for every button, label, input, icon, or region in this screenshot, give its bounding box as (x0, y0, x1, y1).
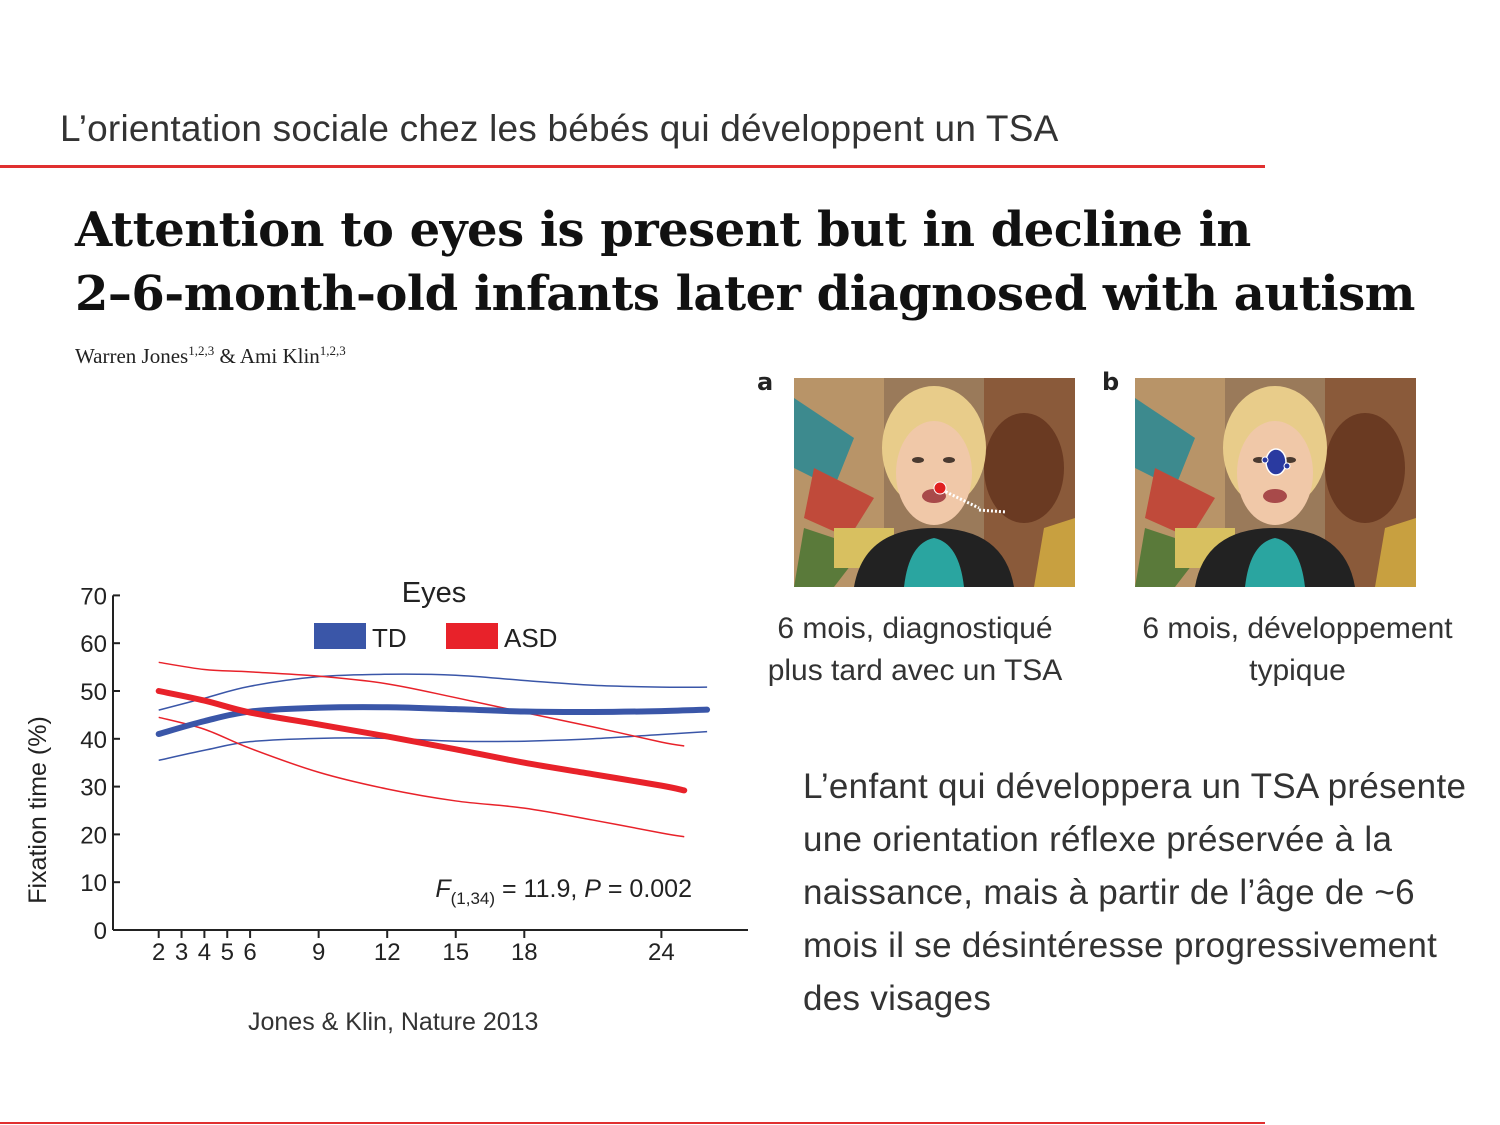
series-td-upper-bound (158, 673, 708, 711)
y-tick-label: 70 (80, 583, 107, 610)
author-name: Warren Jones (75, 344, 189, 368)
y-tick-label: 60 (80, 631, 107, 658)
x-tick-label: 4 (198, 939, 211, 966)
legend-swatch-td (314, 623, 366, 649)
summary-text: L’enfant qui développera un TSA présente… (803, 767, 1467, 1018)
author-affiliation: 1,2,3 (319, 343, 346, 358)
panel-b-letter: b (1102, 368, 1120, 396)
x-tick-label: 18 (511, 939, 538, 966)
legend-swatch-asd (446, 623, 498, 649)
x-tick-label: 6 (243, 939, 256, 966)
y-tick-label: 50 (80, 679, 107, 706)
author-name: Ami Klin (239, 344, 320, 368)
p-value-symbol: P (584, 875, 601, 903)
stats-annotation: F(1,34) = 11.9, P = 0.002 (435, 875, 692, 908)
author-separator: & (214, 344, 240, 368)
x-tick-label: 3 (175, 939, 188, 966)
f-statistic-symbol: F (435, 875, 452, 903)
slide-title: L’orientation sociale chez les bébés qui… (60, 108, 1059, 149)
panel-a-caption-line-2: plus tard avec un TSA (767, 654, 1063, 687)
y-tick-label: 30 (80, 775, 107, 802)
x-tick-label: 15 (442, 939, 469, 966)
fixation-time-chart: 0 10 20 30 40 50 60 70 2 3 4 5 6 9 12 15 18 24 Eyes TD AS… (24, 577, 748, 966)
paper-authors: Warren Jones1,2,3 & Ami Klin1,2,3 (75, 343, 346, 369)
chart-title: Eyes (402, 577, 466, 609)
p-value-value: = 0.002 (601, 875, 692, 903)
series-td-line (155, 704, 711, 738)
bottom-divider (0, 1122, 1265, 1124)
legend-label-td: TD (372, 623, 407, 653)
y-tick-label: 10 (80, 870, 107, 897)
y-tick-label: 40 (80, 727, 107, 754)
panel-b-caption-line-1: 6 mois, développement (1142, 612, 1453, 645)
f-statistic-value: = 11.9, (495, 875, 584, 903)
paper-title-line-1: Attention to eyes is present but in decl… (75, 202, 1251, 258)
author-affiliation: 1,2,3 (188, 343, 215, 358)
title-divider (0, 165, 1265, 168)
y-tick-label: 0 (94, 918, 107, 945)
x-tick-label: 12 (374, 939, 401, 966)
legend-label-asd: ASD (504, 623, 557, 653)
panel-a-letter: a (757, 368, 774, 396)
face-photo-td (1135, 378, 1416, 587)
paper-title: Attention to eyes is present but in decl… (75, 198, 1415, 326)
series-td-lower-bound (158, 730, 708, 762)
series-asd-upper-bound (158, 661, 685, 747)
x-tick-label: 2 (152, 939, 165, 966)
series-asd-lower-bound (158, 716, 685, 838)
face-photo-asd (794, 378, 1075, 587)
panel-b-caption: 6 mois, développement typique (1105, 608, 1490, 692)
x-tick-label: 24 (648, 939, 675, 966)
f-statistic-df: (1,34) (451, 889, 495, 908)
panel-b-caption-line-2: typique (1249, 654, 1346, 687)
y-tick-label: 20 (80, 822, 107, 849)
series-asd-line (155, 688, 688, 794)
y-axis-label: Fixation time (%) (24, 716, 52, 904)
x-tick-label: 9 (312, 939, 325, 966)
source-citation: Jones & Klin, Nature 2013 (248, 1008, 539, 1036)
panel-a-caption: 6 mois, diagnostiqué plus tard avec un T… (740, 608, 1090, 692)
panel-a-caption-line-1: 6 mois, diagnostiqué (777, 612, 1053, 645)
x-tick-label: 5 (221, 939, 234, 966)
paper-title-line-2: 2–6-month-old infants later diagnosed wi… (75, 266, 1415, 322)
